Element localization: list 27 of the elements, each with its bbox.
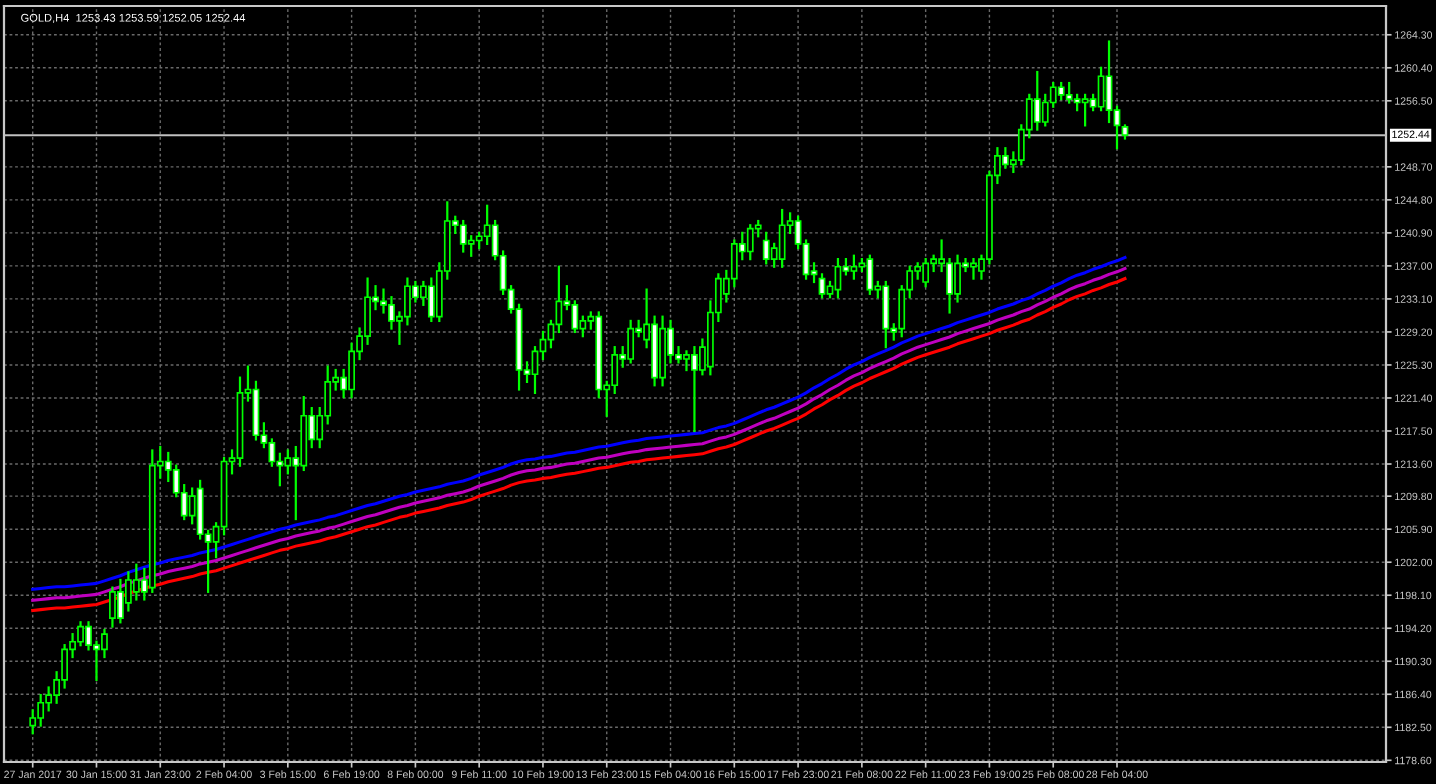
candlestick <box>37 694 45 727</box>
candlestick <box>778 208 786 268</box>
candlestick <box>1065 81 1073 104</box>
candlestick <box>117 578 124 624</box>
candlestick <box>922 258 930 288</box>
candlestick <box>762 231 770 265</box>
candlestick <box>1105 40 1113 124</box>
candlestick <box>866 254 874 295</box>
candlestick <box>683 350 690 372</box>
candlestick <box>132 563 140 601</box>
candlestick <box>1097 66 1105 112</box>
candlestick <box>459 219 467 253</box>
candlestick <box>1001 147 1009 169</box>
candlestick <box>1033 70 1041 131</box>
candlestick <box>29 709 37 735</box>
candlestick <box>746 224 754 261</box>
candlestick <box>1081 93 1089 127</box>
candlestick <box>427 277 435 323</box>
candlestick <box>691 346 698 433</box>
candlestick <box>818 273 826 299</box>
candlestick <box>970 258 977 280</box>
candlestick <box>627 319 635 364</box>
candlestick <box>850 254 858 280</box>
candlestick <box>954 254 961 303</box>
candlestick <box>109 586 116 628</box>
candlestick <box>882 280 890 349</box>
candlestick <box>730 239 738 288</box>
